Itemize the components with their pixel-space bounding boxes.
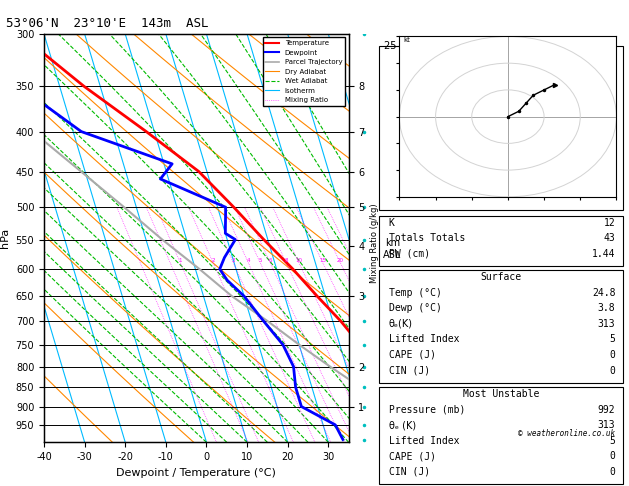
Text: CAPE (J): CAPE (J): [389, 350, 436, 360]
Text: K: K: [389, 218, 394, 228]
Text: 313: 313: [598, 319, 615, 329]
Text: kt: kt: [403, 37, 410, 43]
Text: 0: 0: [610, 451, 615, 461]
Text: 313: 313: [598, 420, 615, 430]
Text: 5: 5: [610, 436, 615, 446]
Text: 5: 5: [259, 259, 262, 263]
Text: 4: 4: [247, 259, 250, 263]
Text: CAPE (J): CAPE (J): [389, 451, 436, 461]
Text: 24.8: 24.8: [592, 288, 615, 298]
Text: θₑ(K): θₑ(K): [389, 319, 413, 329]
Y-axis label: km
ASL: km ASL: [383, 238, 401, 260]
Text: θₑ (K): θₑ (K): [389, 420, 416, 430]
Bar: [379, 387, 623, 485]
Text: CIN (J): CIN (J): [389, 365, 430, 376]
Text: 2: 2: [211, 259, 215, 263]
Text: 25.09.2024  00GMT  (Base: 18): 25.09.2024 00GMT (Base: 18): [384, 40, 565, 50]
Text: 5: 5: [610, 334, 615, 345]
Text: 6: 6: [269, 259, 272, 263]
Text: 20: 20: [337, 259, 344, 263]
Text: Pressure (mb): Pressure (mb): [389, 405, 465, 415]
Text: Dewp (°C): Dewp (°C): [389, 303, 442, 313]
Text: CIN (J): CIN (J): [389, 467, 430, 477]
Text: © weatheronline.co.uk: © weatheronline.co.uk: [518, 429, 615, 438]
Text: 43: 43: [604, 233, 615, 243]
Text: Lifted Index: Lifted Index: [389, 334, 459, 345]
Text: PW (cm): PW (cm): [389, 249, 430, 259]
Text: 3: 3: [232, 259, 235, 263]
Text: 1: 1: [179, 259, 182, 263]
Text: Totals Totals: Totals Totals: [389, 233, 465, 243]
Text: 53°06'N  23°10'E  143m  ASL: 53°06'N 23°10'E 143m ASL: [6, 17, 209, 30]
Text: 15: 15: [320, 259, 326, 263]
Text: Mixing Ratio (g/kg): Mixing Ratio (g/kg): [370, 203, 379, 283]
Bar: [379, 46, 623, 209]
Text: LCL: LCL: [455, 152, 468, 158]
Bar: [379, 216, 623, 266]
Text: 8: 8: [285, 259, 288, 263]
Legend: Temperature, Dewpoint, Parcel Trajectory, Dry Adiabat, Wet Adiabat, Isotherm, Mi: Temperature, Dewpoint, Parcel Trajectory…: [262, 37, 345, 106]
Text: Temp (°C): Temp (°C): [389, 288, 442, 298]
Text: 1.44: 1.44: [592, 249, 615, 259]
X-axis label: Dewpoint / Temperature (°C): Dewpoint / Temperature (°C): [116, 468, 276, 478]
Text: Lifted Index: Lifted Index: [389, 436, 459, 446]
Text: 3.8: 3.8: [598, 303, 615, 313]
Text: 992: 992: [598, 405, 615, 415]
Text: Surface: Surface: [481, 273, 521, 282]
Text: 0: 0: [610, 350, 615, 360]
Text: 0: 0: [610, 467, 615, 477]
Bar: [379, 270, 623, 383]
Text: Most Unstable: Most Unstable: [463, 389, 539, 399]
Text: 10: 10: [296, 259, 303, 263]
Text: 0: 0: [610, 365, 615, 376]
Y-axis label: hPa: hPa: [0, 228, 10, 248]
Text: 12: 12: [604, 218, 615, 228]
